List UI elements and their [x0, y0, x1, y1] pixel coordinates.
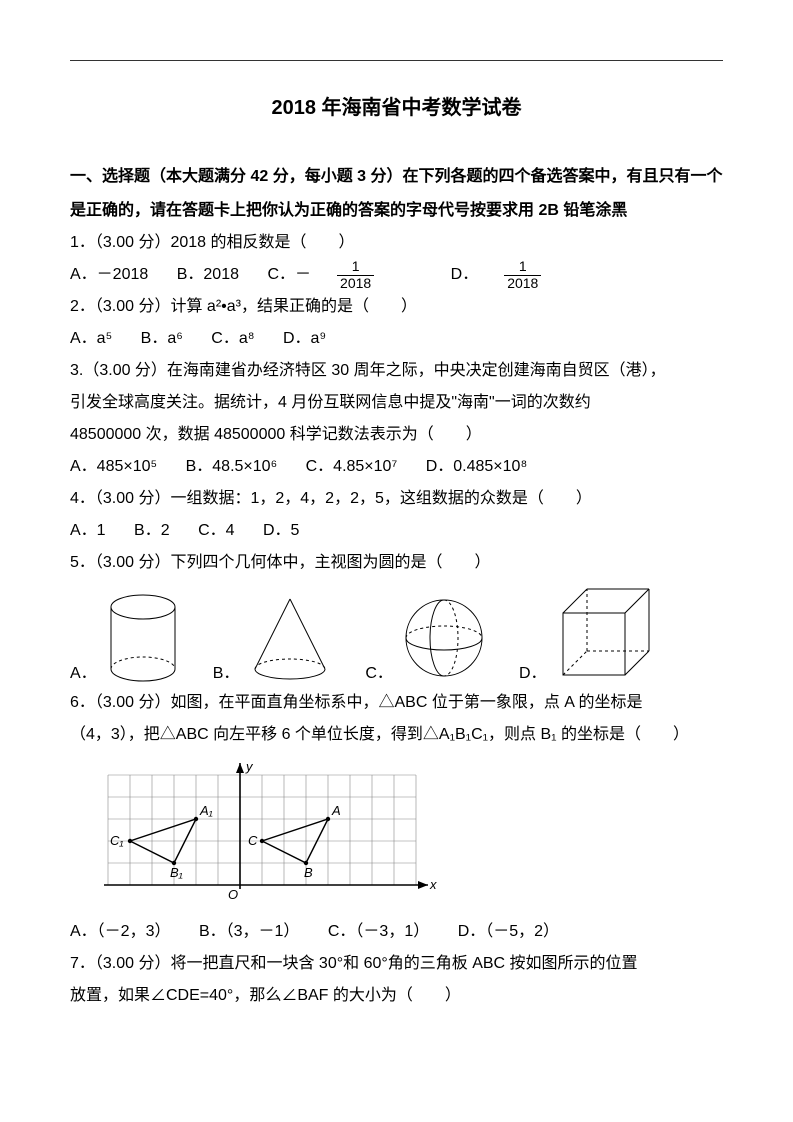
q1-opt-c: C．－12018: [267, 266, 426, 283]
q2-opt-c: C．a⁸: [211, 330, 254, 347]
q5-opt-d: D．: [519, 659, 547, 683]
q5-opt-a: A．: [70, 659, 97, 683]
section-1-heading: 一、选择题（本大题满分 42 分，每小题 3 分）在下列各题的四个备选答案中，有…: [70, 160, 723, 227]
q3-line1: 3.（3.00 分）在海南建省办经济特区 30 周年之际，中央决定创建海南自贸区…: [70, 355, 723, 387]
q3-options: A．485×10⁵ B．48.5×10⁶ C．4.85×10⁷ D．0.485×…: [70, 451, 723, 483]
q1-c-prefix: C．－: [267, 266, 311, 283]
sphere-icon: [399, 593, 489, 683]
q4-opt-c: C．4: [198, 522, 234, 539]
q1-opt-a: A．－2018: [70, 266, 148, 283]
q6-opt-b: B．（3，－1）: [199, 923, 299, 940]
q3-opt-b: B．48.5×10⁶: [186, 458, 278, 475]
q4-options: A．1 B．2 C．4 D．5: [70, 515, 723, 547]
svg-text:A: A: [331, 803, 341, 818]
svg-text:y: y: [245, 759, 254, 774]
cube-icon: [553, 583, 663, 683]
q2-opt-d: D．a⁹: [283, 330, 326, 347]
q6-line2: （4，3），把△ABC 向左平移 6 个单位长度，得到△A₁B₁C₁，则点 B₁…: [70, 719, 723, 751]
svg-text:O: O: [228, 887, 238, 902]
exam-page: 2018 年海南省中考数学试卷 一、选择题（本大题满分 42 分，每小题 3 分…: [0, 0, 793, 1122]
q4-opt-a: A．1: [70, 522, 106, 539]
q5-opt-b: B．: [213, 659, 240, 683]
q7-line1: 7．（3.00 分）将一把直尺和一块含 30°和 60°角的三角板 ABC 按如…: [70, 948, 723, 980]
q2-opt-b: B．a⁶: [141, 330, 183, 347]
svg-text:B₁: B₁: [170, 865, 183, 880]
q1-opt-d: D．12018: [451, 266, 590, 283]
q3-line3: 48500000 次，数据 48500000 科学记数法表示为（ ）: [70, 419, 723, 451]
q6-opt-a: A．（－2，3）: [70, 923, 170, 940]
q4-stem: 4．（3.00 分）一组数据：1，2，4，2，2，5，这组数据的众数是（ ）: [70, 483, 723, 515]
q2-stem: 2．（3.00 分）计算 a²•a³，结果正确的是（ ）: [70, 291, 723, 323]
q5-stem: 5．（3.00 分）下列四个几何体中，主视图为圆的是（ ）: [70, 547, 723, 579]
q1-stem: 1．（3.00 分）2018 的相反数是（ ）: [70, 227, 723, 259]
q6-opt-c: C．（－3，1）: [328, 923, 429, 940]
q7-line2: 放置，如果∠CDE=40°，那么∠BAF 的大小为（ ）: [70, 980, 723, 1012]
q6-opt-d: D．（－5，2）: [458, 923, 559, 940]
cylinder-icon: [103, 593, 183, 683]
q3-opt-c: C．4.85×10⁷: [306, 458, 398, 475]
q6-figure: Ox y A B C A₁ B₁ C₁: [90, 757, 723, 910]
q3-opt-d: D．0.485×10⁸: [426, 458, 528, 475]
exam-title: 2018 年海南省中考数学试卷: [70, 91, 723, 120]
top-rule: [70, 60, 723, 61]
cone-icon: [245, 593, 335, 683]
q1-opt-b: B．2018: [177, 266, 239, 283]
q3-opt-a: A．485×10⁵: [70, 458, 157, 475]
q5-shapes: A． B． C．: [70, 583, 723, 683]
svg-text:B: B: [304, 865, 313, 880]
coordinate-grid-icon: Ox y A B C A₁ B₁ C₁: [90, 757, 440, 905]
q1-d-prefix: D．: [451, 266, 479, 283]
q4-opt-d: D．5: [263, 522, 299, 539]
svg-text:C: C: [248, 833, 258, 848]
q6-options: A．（－2，3） B．（3，－1） C．（－3，1） D．（－5，2）: [70, 916, 723, 948]
fraction-icon: 12018: [337, 259, 398, 291]
q2-options: A．a⁵ B．a⁶ C．a⁸ D．a⁹: [70, 323, 723, 355]
svg-text:C₁: C₁: [110, 833, 124, 848]
q1-options: A．－2018 B．2018 C．－12018 D．12018: [70, 259, 723, 291]
q2-opt-a: A．a⁵: [70, 330, 112, 347]
svg-text:x: x: [429, 877, 437, 892]
q4-opt-b: B．2: [134, 522, 170, 539]
q3-line2: 引发全球高度关注。据统计，4 月份互联网信息中提及"海南"一词的次数约: [70, 387, 723, 419]
q5-opt-c: C．: [365, 659, 393, 683]
svg-text:A₁: A₁: [199, 803, 213, 818]
q6-line1: 6．（3.00 分）如图，在平面直角坐标系中，△ABC 位于第一象限，点 A 的…: [70, 687, 723, 719]
fraction-icon: 12018: [504, 259, 565, 291]
